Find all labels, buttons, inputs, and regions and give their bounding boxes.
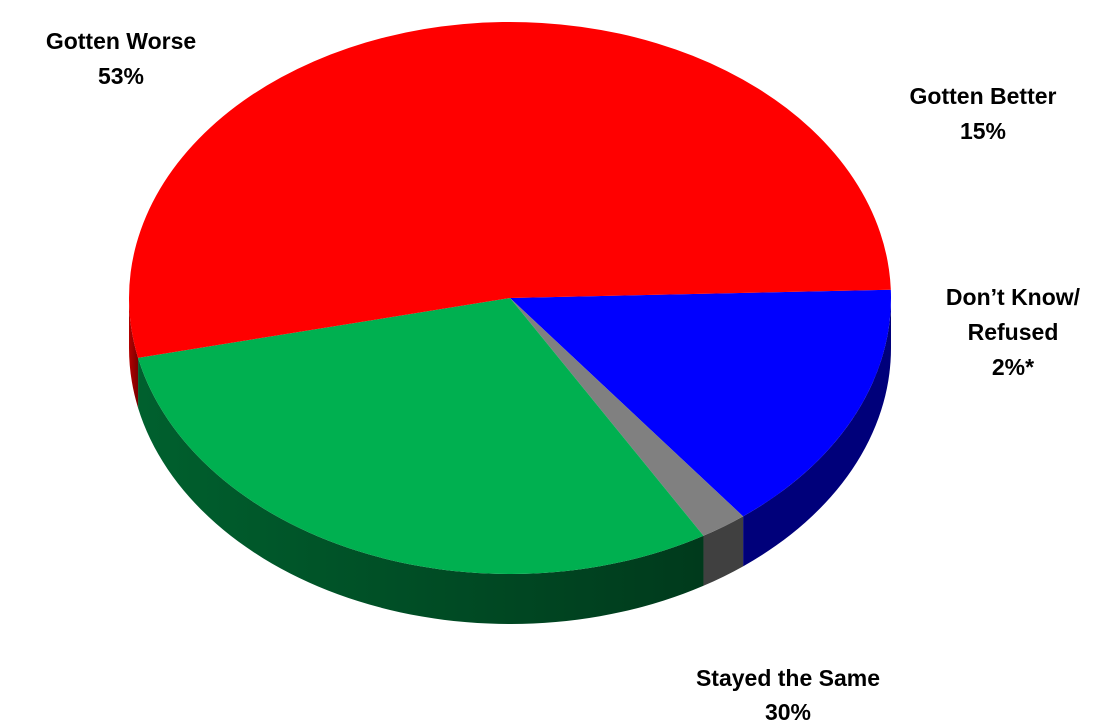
slice-label-dont-know: Don’t Know/ Refused 2%* <box>946 284 1081 380</box>
pie-top-layer <box>129 22 892 574</box>
slice-label-gotten-better: Gotten Better 15% <box>910 83 1057 144</box>
slice-label-stayed-the-same: Stayed the Same 30% <box>696 665 880 724</box>
slice-label-gotten-better-value: 15% <box>960 118 1006 144</box>
slice-label-gotten-worse-value: 53% <box>98 63 144 89</box>
slice-label-stayed-the-same-value: 30% <box>765 699 811 724</box>
pie-side-stayed-the-same <box>138 357 704 624</box>
pie-side-gotten-worse <box>129 298 139 408</box>
slice-label-gotten-worse-name: Gotten Worse <box>46 28 196 54</box>
slice-label-dont-know-line2: Refused <box>968 319 1059 345</box>
pie-slice-gotten-worse <box>129 22 891 358</box>
slice-label-stayed-the-same-name: Stayed the Same <box>696 665 880 691</box>
pie-slice-dont-know <box>510 298 744 536</box>
slice-label-gotten-worse: Gotten Worse 53% <box>46 28 196 89</box>
slice-label-dont-know-line1: Don’t Know/ <box>946 284 1081 310</box>
pie-slice-gotten-better <box>510 289 892 517</box>
pie-slice-stayed-the-same <box>138 298 704 574</box>
pie-side-dont-know <box>703 516 744 586</box>
slice-label-dont-know-value: 2%* <box>992 354 1034 380</box>
pie-side-layer <box>129 298 891 624</box>
slice-label-gotten-better-name: Gotten Better <box>910 83 1057 109</box>
pie-side-gotten-better <box>743 298 891 567</box>
